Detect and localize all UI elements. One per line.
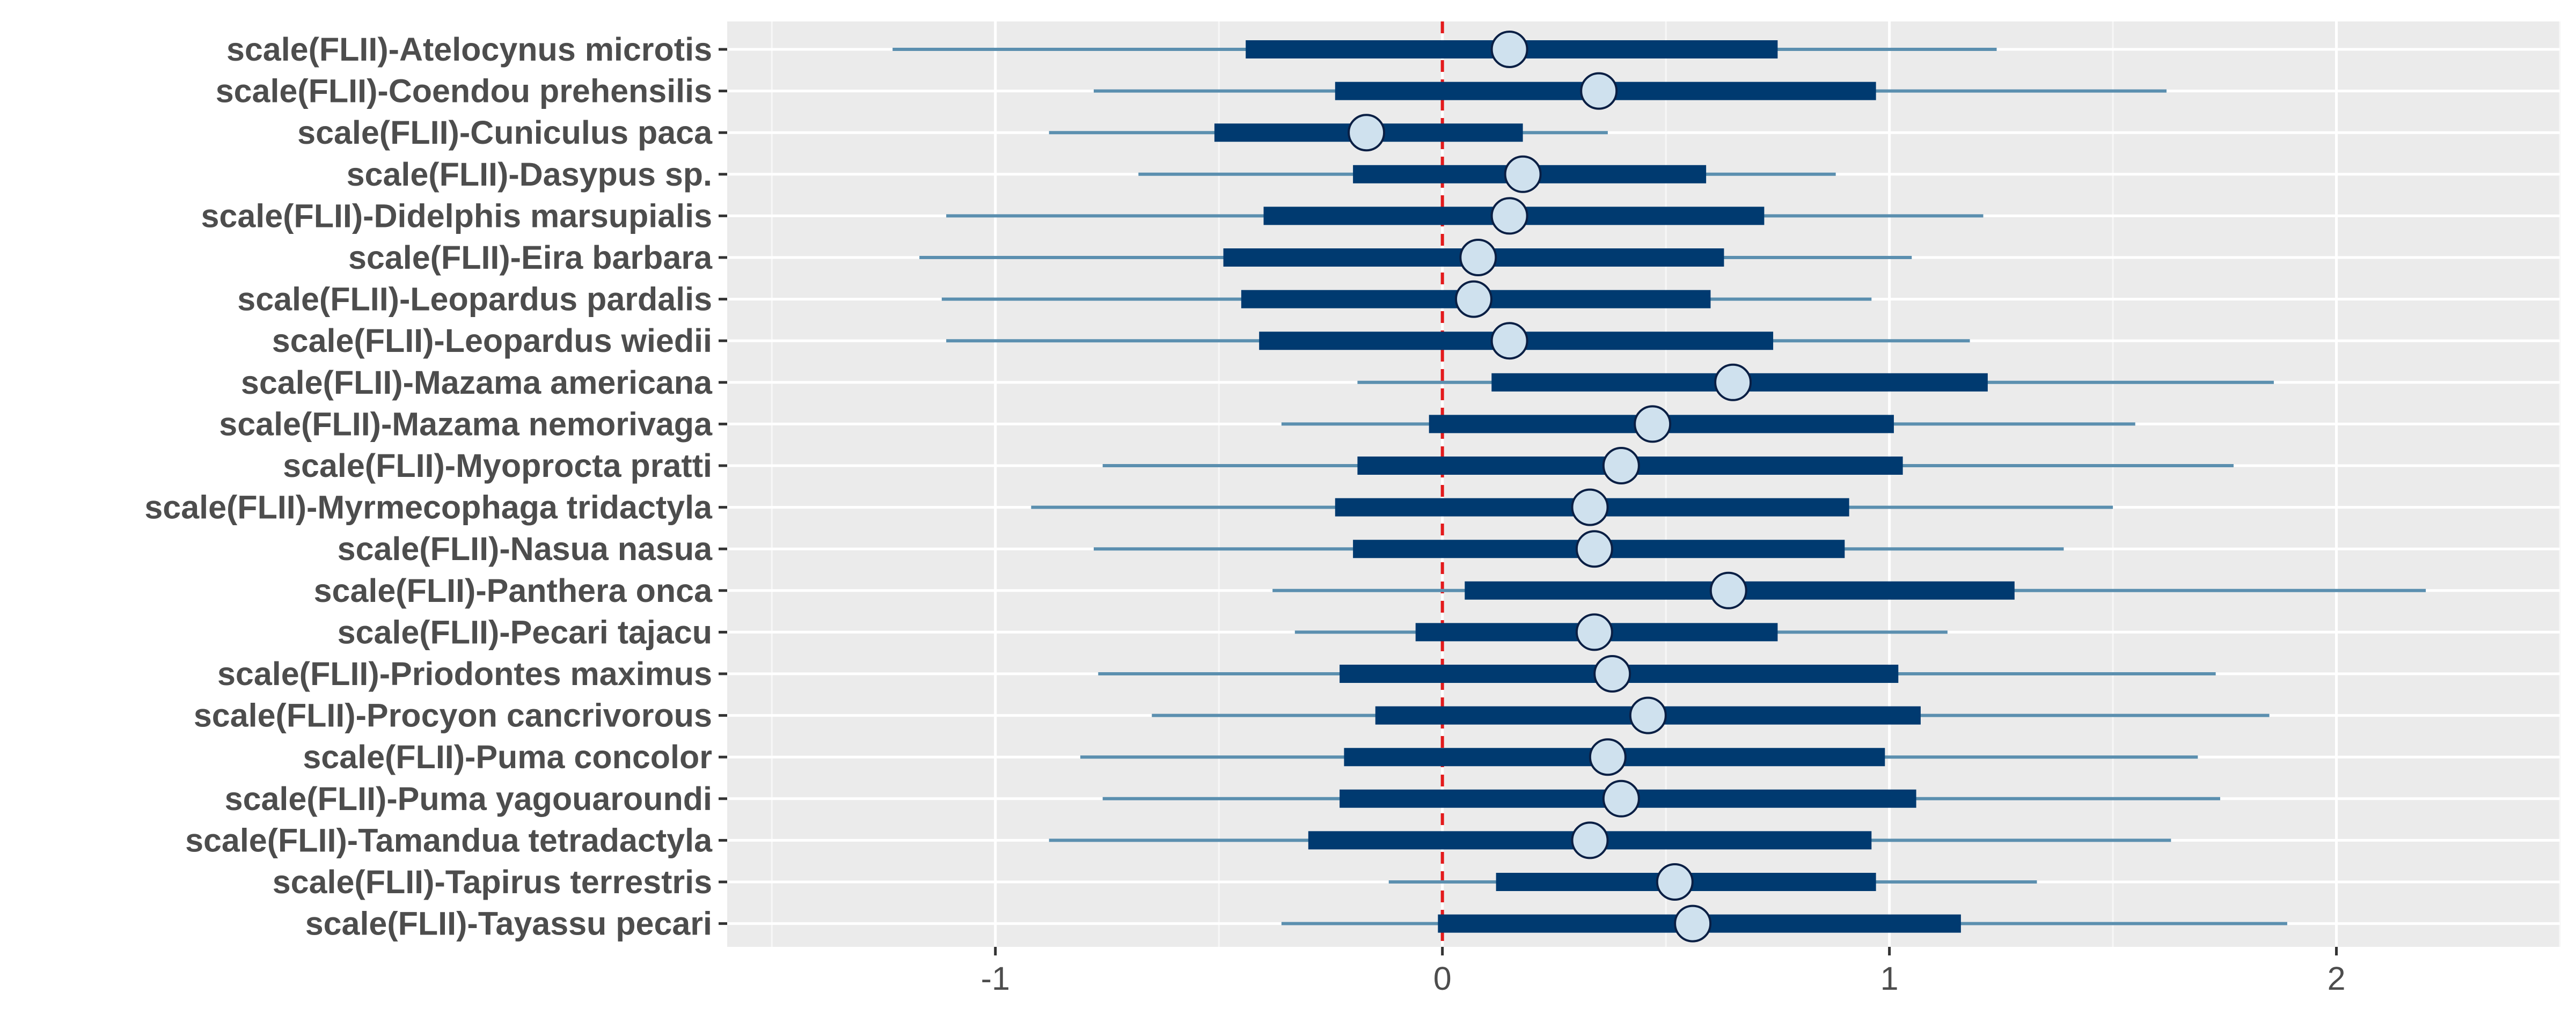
point-estimate <box>1593 655 1631 693</box>
y-tick-label: scale(FLII)-Dasypus sp. <box>347 156 712 193</box>
point-estimate <box>1674 904 1712 943</box>
point-estimate <box>1575 530 1613 568</box>
y-tick-label: scale(FLII)-Tayassu pecari <box>305 906 712 942</box>
point-estimate <box>1348 114 1386 152</box>
point-estimate <box>1589 738 1627 776</box>
point-estimate <box>1714 363 1752 401</box>
y-tick-label: scale(FLII)-Panthera onca <box>314 572 713 609</box>
point-estimate <box>1504 155 1542 193</box>
point-estimate <box>1571 488 1609 526</box>
point-estimate <box>1602 779 1640 818</box>
y-tick-label: scale(FLII)-Procyon cancrivorous <box>194 697 712 734</box>
x-tick-label: 0 <box>1433 960 1452 997</box>
y-axis-labels: scale(FLII)-Atelocynus microtis scale(FLI… <box>144 31 727 942</box>
point-estimate <box>1571 821 1609 859</box>
y-tick-label: scale(FLII)-Pecari tajacu <box>338 614 712 650</box>
point-estimate <box>1575 613 1613 651</box>
y-tick-label: scale(FLII)-Cuniculus paca <box>297 114 713 151</box>
point-estimate <box>1709 571 1747 609</box>
plot-panel <box>727 21 2560 947</box>
y-tick-label: scale(FLII)-Myoprocta pratti <box>283 447 712 484</box>
y-tick-label: scale(FLII)-Didelphis marsupialis <box>201 197 712 234</box>
point-estimate <box>1634 405 1672 443</box>
y-tick-label: scale(FLII)-Atelocynus microtis <box>226 31 712 68</box>
y-tick-label: scale(FLII)-Tapirus terrestris <box>273 864 712 900</box>
point-estimate <box>1656 863 1694 901</box>
y-tick-label: scale(FLII)-Priodontes maximus <box>217 656 712 692</box>
y-tick-label: scale(FLII)-Nasua nasua <box>338 531 713 567</box>
y-tick-label: scale(FLII)-Tamandua tetradactyla <box>185 822 713 858</box>
point-estimates <box>1348 31 1752 943</box>
point-estimate <box>1490 322 1528 360</box>
point-estimate <box>1490 197 1528 235</box>
y-tick-label: scale(FLII)-Mazama nemorivaga <box>219 406 713 442</box>
y-tick-label: scale(FLII)-Eira barbara <box>348 239 713 276</box>
x-tick-label: -1 <box>981 960 1010 997</box>
y-tick-label: scale(FLII)-Coendou prehensilis <box>216 73 712 109</box>
y-tick-label: scale(FLII)-Puma concolor <box>303 739 712 775</box>
x-axis-labels: -1 0 1 2 <box>981 947 2346 997</box>
point-estimate <box>1490 31 1528 68</box>
y-tick-label: scale(FLII)-Myrmecophaga tridactyla <box>144 489 713 526</box>
y-tick-label: scale(FLII)-Leopardus pardalis <box>237 281 712 318</box>
y-tick-label: scale(FLII)-Leopardus wiedii <box>272 322 712 359</box>
x-tick-label: 1 <box>1880 960 1899 997</box>
y-tick-label: scale(FLII)-Mazama americana <box>241 364 713 401</box>
point-estimate <box>1602 447 1640 484</box>
point-estimate <box>1580 72 1618 110</box>
point-estimate <box>1629 696 1667 734</box>
point-estimate <box>1459 239 1497 276</box>
x-tick-label: 2 <box>2328 960 2346 997</box>
y-tick-label: scale(FLII)-Puma yagouaroundi <box>225 781 712 817</box>
point-estimate <box>1454 280 1492 318</box>
